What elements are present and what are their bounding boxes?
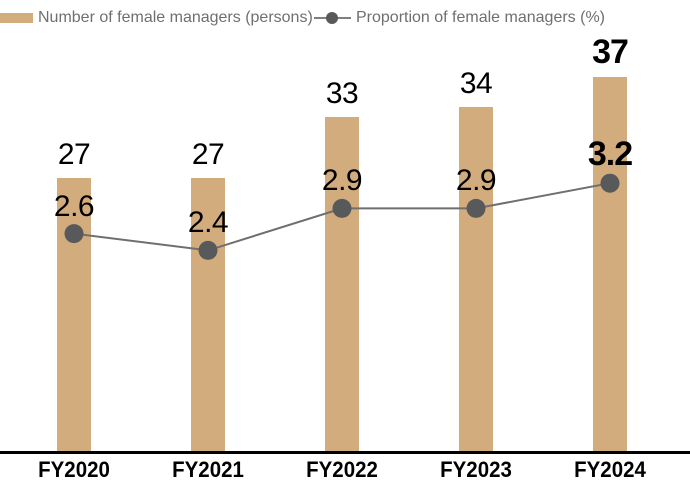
line-value-label: 2.4: [187, 206, 229, 240]
line-value-label: 2.9: [321, 164, 363, 198]
bar-FY2022: [325, 117, 359, 451]
x-axis-label-FY2024: FY2024: [574, 457, 646, 482]
x-axis-label-FY2020: FY2020: [38, 457, 110, 482]
bar-value-label: 27: [57, 138, 91, 172]
bar-value-label: 33: [325, 77, 359, 111]
line-legend-label: Proportion of female managers (%): [356, 9, 605, 26]
line-value-label: 2.9: [455, 164, 497, 198]
line-value-label: 3.2: [587, 135, 633, 174]
bar-value-label: 34: [459, 67, 493, 101]
line-legend-dot-icon: [326, 12, 338, 24]
x-axis-label-FY2022: FY2022: [306, 457, 378, 482]
x-axis-label-FY2023: FY2023: [440, 457, 512, 482]
bar-legend-label: Number of female managers (persons): [38, 9, 313, 26]
line-value-label: 2.6: [53, 189, 95, 223]
bar-legend-swatch: [0, 13, 33, 23]
bar-FY2023: [459, 107, 493, 451]
x-axis-line: [0, 451, 690, 454]
x-axis-label-FY2021: FY2021: [172, 457, 244, 482]
bar-value-label: 27: [191, 138, 225, 172]
bar-value-label: 37: [592, 32, 629, 71]
bar-FY2024: [593, 76, 627, 451]
